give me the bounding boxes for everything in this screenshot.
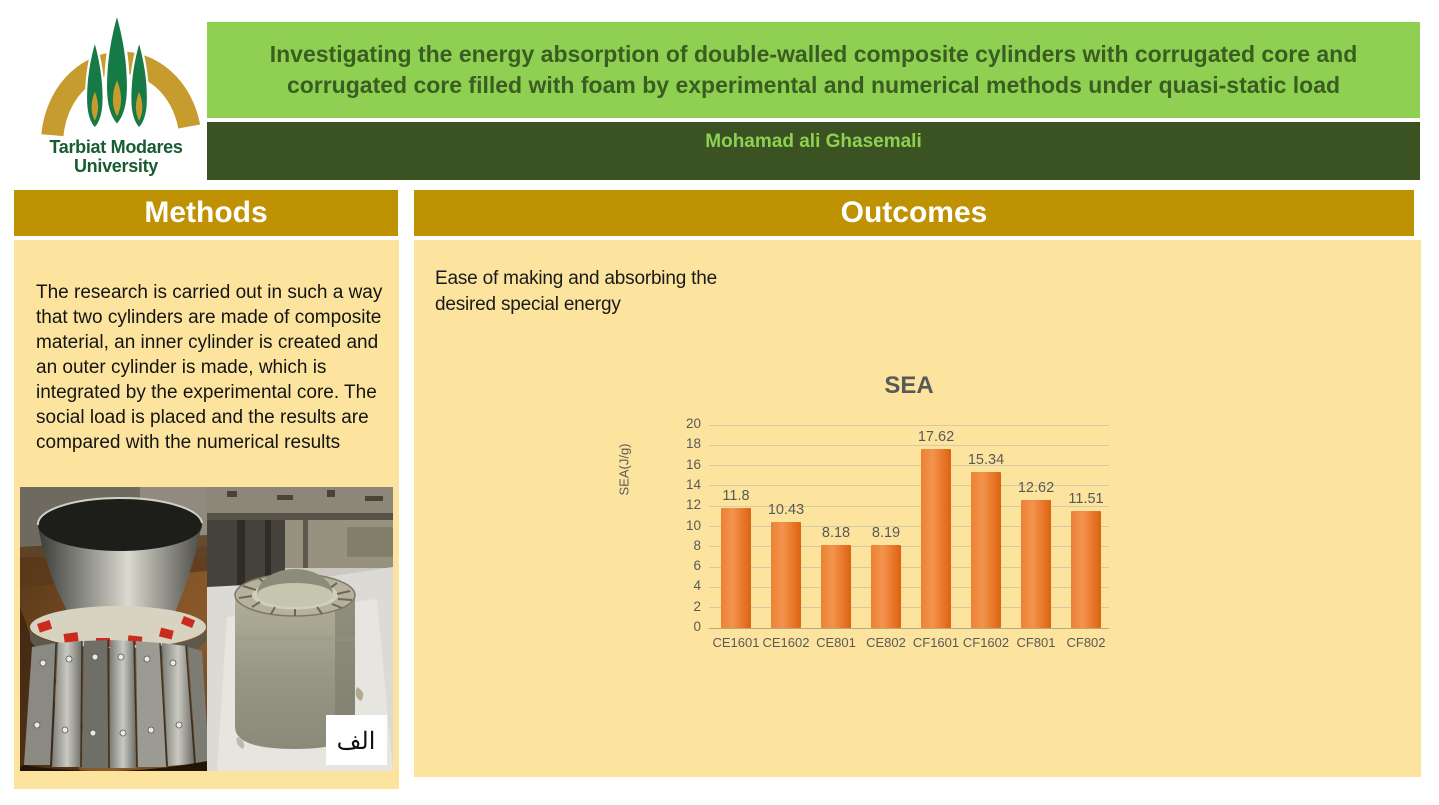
x-category-label: CF801 bbox=[1016, 635, 1056, 650]
x-category-label: CE801 bbox=[816, 635, 856, 650]
author-name: Mohamad ali Ghasemali bbox=[705, 131, 922, 152]
grid-line bbox=[709, 586, 1109, 588]
bar-CF802 bbox=[1071, 511, 1101, 628]
steel-mold-cylinder-photo bbox=[20, 487, 207, 771]
bar-value-label: 8.18 bbox=[821, 524, 851, 541]
bar-value-label: 11.51 bbox=[1068, 491, 1104, 508]
bar-value-label: 17.62 bbox=[917, 429, 955, 446]
poster-title: Investigating the energy absorption of d… bbox=[269, 41, 1358, 98]
university-name-line2: University bbox=[73, 155, 159, 176]
grid-line bbox=[709, 465, 1109, 467]
bar-CE802 bbox=[871, 544, 901, 628]
grid-line bbox=[709, 444, 1109, 446]
y-tick-label: 0 bbox=[693, 619, 701, 634]
bar-CF1602 bbox=[971, 472, 1001, 628]
tarbiat-modares-university-logo-icon bbox=[41, 10, 201, 137]
methods-section-header: Methods bbox=[14, 190, 398, 236]
grid-line bbox=[709, 424, 1109, 426]
chart-title: SEA bbox=[884, 372, 934, 399]
y-tick-label: 16 bbox=[685, 456, 701, 472]
grid-line bbox=[709, 505, 1109, 507]
grid-line bbox=[709, 485, 1109, 487]
university-name-line1: Tarbiat Modares bbox=[49, 137, 183, 157]
university-logo: Tarbiat Modares University bbox=[18, 10, 214, 182]
bar-value-label: 8.19 bbox=[871, 524, 901, 541]
y-tick-label: 4 bbox=[693, 578, 701, 594]
sea-bar-chart: SEA SEA(J/g) 0 2 4 6 8 10 12 14 16 18 20 11.8 CE1601… bbox=[617, 370, 1184, 700]
y-tick-label: 20 bbox=[685, 416, 701, 431]
poster-title-banner: Investigating the energy absorption of d… bbox=[207, 22, 1420, 118]
y-tick-label: 10 bbox=[685, 517, 701, 533]
y-tick-label: 12 bbox=[685, 497, 701, 513]
x-category-label: CE802 bbox=[866, 635, 906, 650]
methods-photos: الف bbox=[20, 487, 393, 771]
bar-CE1602 bbox=[771, 522, 801, 628]
outcomes-panel: Ease of making and absorbing the desired… bbox=[414, 240, 1421, 777]
x-category-label: CE1602 bbox=[762, 635, 810, 650]
x-category-label: CF1601 bbox=[912, 635, 960, 650]
y-tick-label: 14 bbox=[685, 476, 701, 492]
methods-paragraph: The research is carried out in such a wa… bbox=[36, 282, 383, 454]
bar-CF801 bbox=[1021, 499, 1051, 628]
y-tick-label: 2 bbox=[693, 598, 701, 614]
methods-panel: The research is carried out in such a wa… bbox=[14, 240, 399, 789]
x-category-label: CF1602 bbox=[962, 635, 1010, 650]
bar-value-label: 11.8 bbox=[722, 488, 750, 505]
composite-corrugated-cylinder-photo: الف bbox=[207, 487, 393, 771]
grid-line bbox=[709, 546, 1109, 548]
bar-CF1601 bbox=[921, 449, 951, 628]
x-category-label: CF802 bbox=[1066, 635, 1106, 650]
y-tick-label: 8 bbox=[693, 537, 701, 553]
bar-value-label: 10.43 bbox=[767, 502, 805, 519]
bar-value-label: 15.34 bbox=[967, 452, 1005, 469]
bar-CE1601 bbox=[721, 508, 751, 628]
y-tick-label: 18 bbox=[685, 436, 701, 452]
y-tick-label: 6 bbox=[693, 558, 701, 574]
methods-heading: Methods bbox=[144, 196, 268, 229]
grid-line bbox=[709, 526, 1109, 527]
chart-plot: 0 2 4 6 8 10 12 14 16 18 20 11.8 CE1601 10.43 CE1602 8.… bbox=[686, 416, 1109, 650]
university-name: Tarbiat Modares University bbox=[22, 138, 210, 175]
bar-value-label: 12.62 bbox=[1017, 479, 1055, 496]
outcomes-heading: Outcomes bbox=[840, 196, 988, 229]
photo-label-alef: الف bbox=[337, 728, 376, 755]
grid-line bbox=[709, 607, 1109, 609]
outcomes-section-header: Outcomes bbox=[414, 190, 1414, 236]
chart-y-axis-label: SEA(J/g) bbox=[616, 443, 632, 496]
grid-line bbox=[709, 566, 1109, 568]
x-category-label: CE1601 bbox=[712, 635, 760, 650]
bar-CE801 bbox=[821, 544, 851, 628]
grid-line bbox=[709, 627, 1109, 629]
author-strip: Mohamad ali Ghasemali bbox=[207, 122, 1420, 180]
outcomes-text: Ease of making and absorbing the desired… bbox=[435, 268, 717, 315]
